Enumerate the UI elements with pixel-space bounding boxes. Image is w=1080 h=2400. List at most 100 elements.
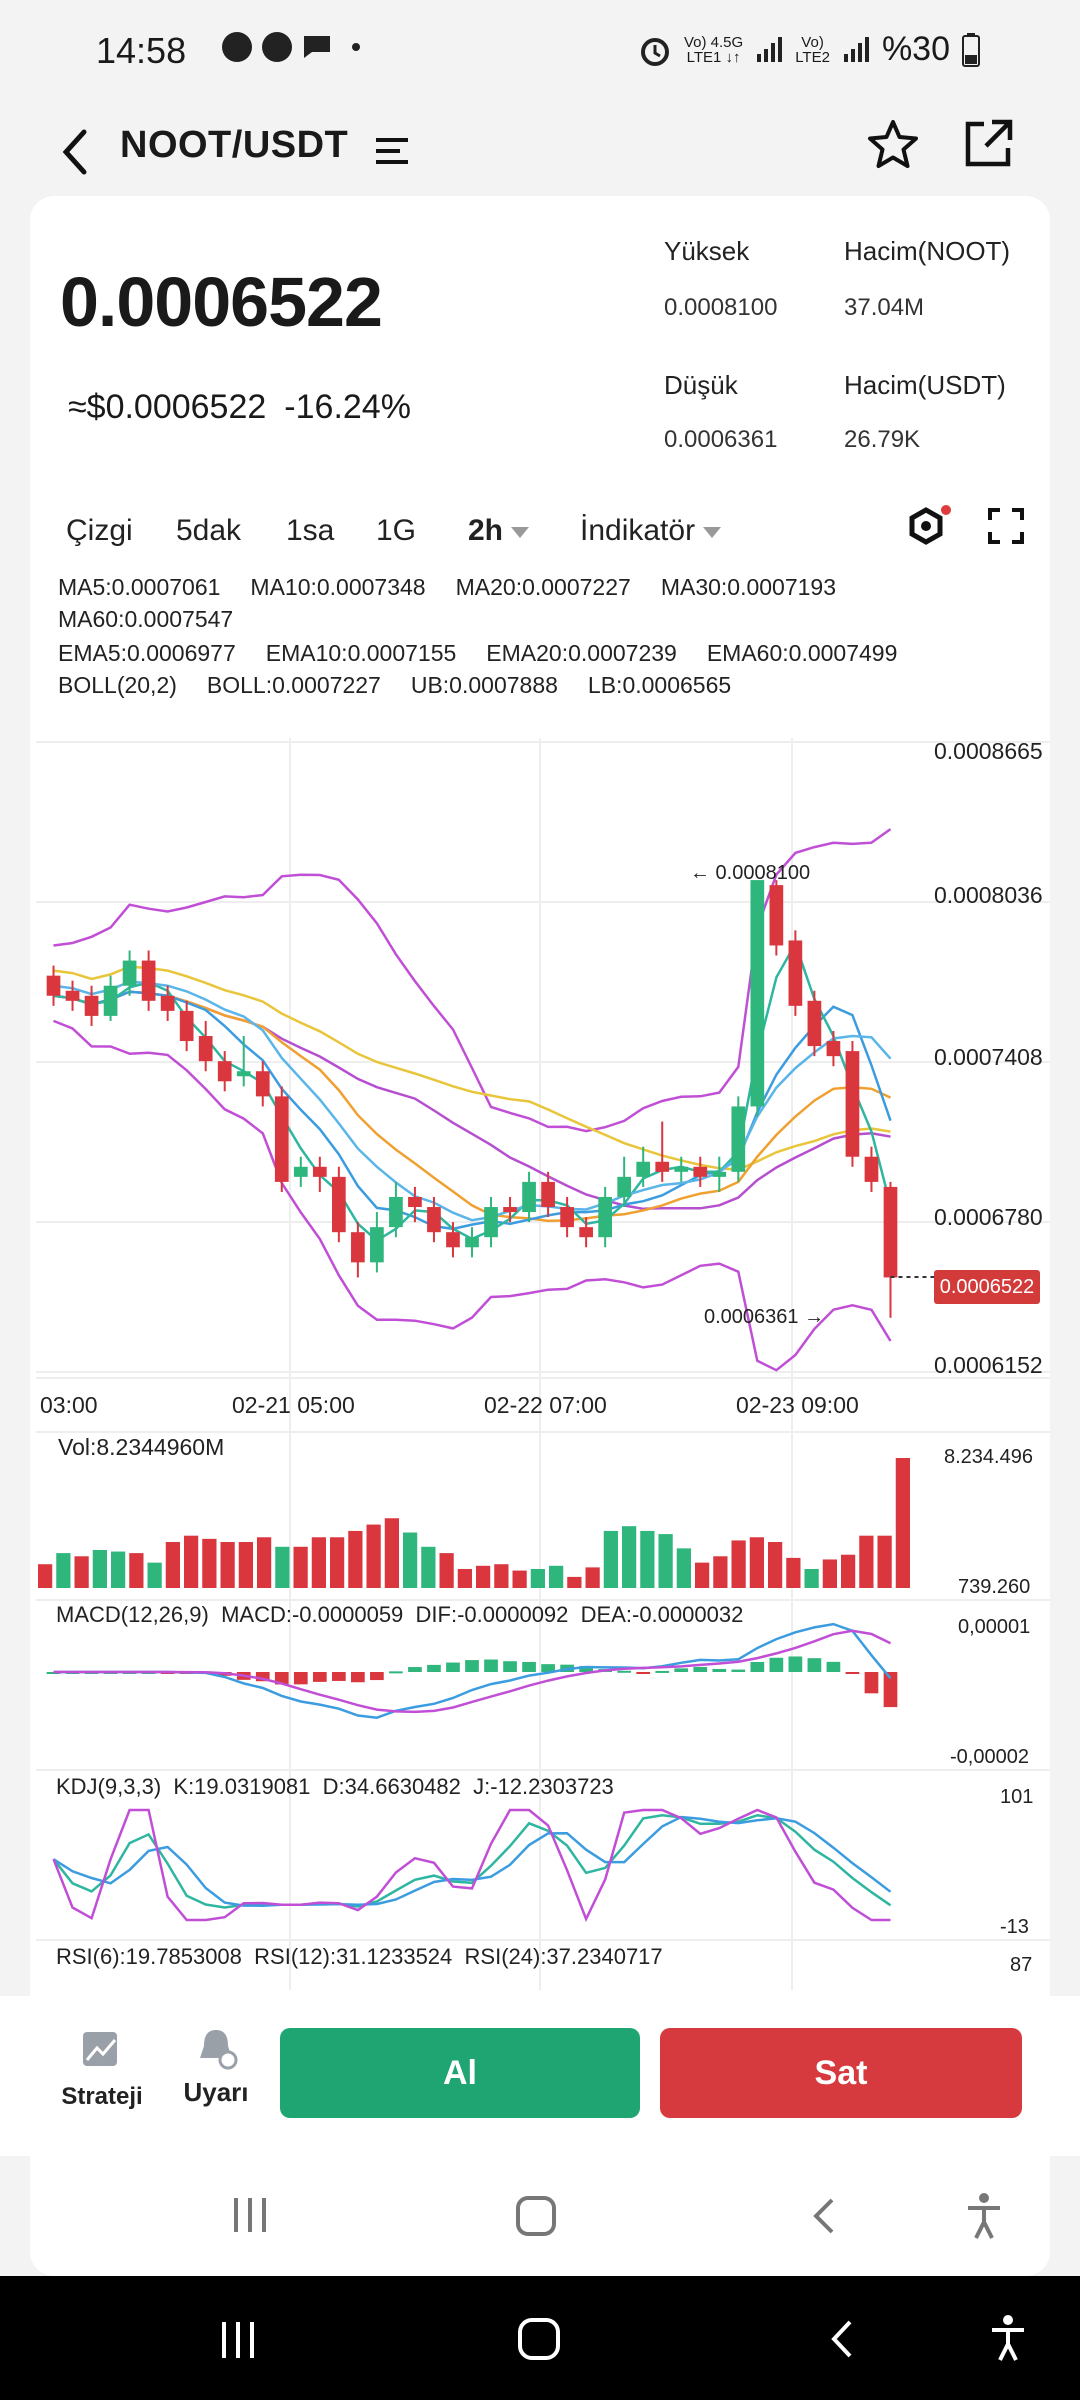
volume-bar [384, 1518, 399, 1588]
pair-title[interactable]: NOOT/USDT [120, 124, 349, 166]
notification-icons [222, 32, 360, 62]
tab-2h[interactable]: 2h [468, 514, 530, 548]
recent-apps-icon[interactable] [228, 2194, 272, 2238]
buy-button[interactable]: Al [280, 2028, 640, 2118]
back-icon[interactable] [56, 122, 96, 182]
system-accessibility-icon[interactable] [986, 2312, 1030, 2366]
volume-bar [895, 1458, 910, 1588]
candle-body [617, 1176, 632, 1197]
system-back-icon[interactable] [824, 2316, 860, 2362]
sell-button[interactable]: Sat [660, 2028, 1022, 2118]
y-tick-3: 0.0007408 [934, 1044, 1043, 1070]
share-icon[interactable] [960, 116, 1016, 172]
volume-bar [640, 1530, 655, 1588]
macd-bar [351, 1672, 365, 1683]
x-tick-3: 02-22 07:00 [484, 1392, 607, 1418]
candle-body [655, 1161, 670, 1172]
tab-1d[interactable]: 1G [376, 514, 417, 547]
macd-bar [750, 1661, 765, 1672]
candle-body [541, 1181, 555, 1208]
j-value: J:-12.2303723 [473, 1774, 614, 1799]
candle-body [693, 1166, 708, 1177]
candle-body [826, 1041, 841, 1057]
alert-button[interactable]: Uyarı [168, 2024, 264, 2108]
volume-bar [749, 1537, 764, 1588]
back-nav-icon[interactable] [806, 2194, 842, 2238]
macd-header: MACD(12,26,9) MACD:-0.0000059 DIF:-0.000… [56, 1602, 743, 1628]
volume-bar [421, 1546, 436, 1588]
y-tick-4: 0.0006780 [934, 1204, 1043, 1230]
volume-label: Vol:8.2344960M [58, 1434, 225, 1460]
tab-line[interactable]: Çizgi [66, 514, 133, 547]
tab-indicator[interactable]: İndikatör [580, 514, 722, 548]
rsi24-value: RSI(24):37.2340717 [464, 1944, 663, 1969]
macd-bar [769, 1657, 784, 1672]
volume-bar [220, 1542, 235, 1588]
macd-min: -0,00002 [950, 1746, 1029, 1768]
status-time: 14:58 [96, 30, 187, 71]
message-icon [304, 36, 330, 58]
volume-bar [877, 1535, 892, 1588]
macd-bar [312, 1672, 327, 1682]
volume-min: 739.260 [958, 1576, 1031, 1598]
alert-icon [200, 2030, 238, 2070]
macd-bar [522, 1661, 536, 1672]
candles [46, 880, 934, 1318]
volume-bar [92, 1549, 107, 1588]
candle-body [731, 1106, 746, 1172]
volume-bar [822, 1559, 837, 1588]
tab-5m[interactable]: 5dak [176, 514, 242, 547]
menu-icon[interactable] [376, 136, 410, 166]
status-right: Vo) 4.5G LTE1 ↓↑ Vo) LTE2 %30 [638, 30, 980, 69]
system-recent-icon[interactable] [216, 2318, 260, 2362]
high-marker: ← 0.0008100 [690, 862, 811, 884]
macd-bar [636, 1672, 651, 1674]
app-header: NOOT/USDT [0, 100, 1080, 210]
last-price: 0.0006522 [60, 263, 383, 341]
candle-body [389, 1196, 403, 1228]
volume-bar [676, 1548, 691, 1588]
price-chart[interactable] [0, 730, 1080, 2000]
macd-bar [331, 1672, 346, 1681]
kdj-label: KDJ(9,3,3) [56, 1774, 162, 1799]
volume-bar [293, 1546, 308, 1588]
fullscreen-icon[interactable] [986, 506, 1026, 546]
kdj-panel [52, 1808, 892, 1923]
candle-body [674, 1166, 689, 1172]
candle-body [788, 940, 803, 1006]
candle-body [560, 1207, 574, 1228]
volume-bar [439, 1553, 454, 1588]
low-marker: 0.0006361 → [704, 1306, 825, 1328]
dea-value: DEA:-0.0000032 [580, 1602, 744, 1627]
tab-indicator-label: İndikatör [580, 514, 696, 547]
macd-bar [408, 1667, 422, 1672]
battery-percent: %30 [881, 30, 950, 68]
system-home-icon[interactable] [514, 2314, 566, 2366]
candle-body [598, 1196, 613, 1238]
volume-bar [111, 1551, 126, 1588]
tab-1h[interactable]: 1sa [286, 514, 335, 547]
rsi-header: RSI(6):19.7853008 RSI(12):31.1233524 RSI… [56, 1944, 663, 1970]
ma20-line [53, 990, 892, 1223]
volume-bar [804, 1568, 819, 1588]
candle-body [503, 1207, 517, 1213]
volume-bar [859, 1535, 874, 1588]
candle-body [845, 1051, 860, 1157]
ema-row: EMA5:0.0006977 EMA10:0.0007155 EMA20:0.000… [58, 640, 927, 667]
accessibility-icon[interactable] [962, 2190, 1006, 2242]
macd-max: 0,00001 [958, 1616, 1031, 1638]
kdj-header: KDJ(9,3,3) K:19.0319081 D:34.6630482 J:-… [56, 1774, 614, 1800]
k-value: K:19.0319081 [173, 1774, 311, 1799]
sim2-network: Vo) LTE2 [795, 33, 830, 66]
macd-bar [731, 1669, 746, 1672]
home-icon[interactable] [512, 2192, 562, 2242]
star-icon[interactable] [866, 118, 920, 172]
macd-bar [674, 1668, 689, 1672]
rsi12-value: RSI(12):31.1233524 [254, 1944, 453, 1969]
volume-bar [622, 1526, 637, 1588]
ema5-value: EMA5:0.0006977 [58, 640, 236, 666]
strategy-button[interactable]: Strateji [56, 2028, 148, 2111]
last-price-tag: 0.0006522 [934, 1270, 1040, 1304]
volume-bar [603, 1530, 618, 1588]
chart-settings-icon[interactable] [904, 502, 954, 552]
